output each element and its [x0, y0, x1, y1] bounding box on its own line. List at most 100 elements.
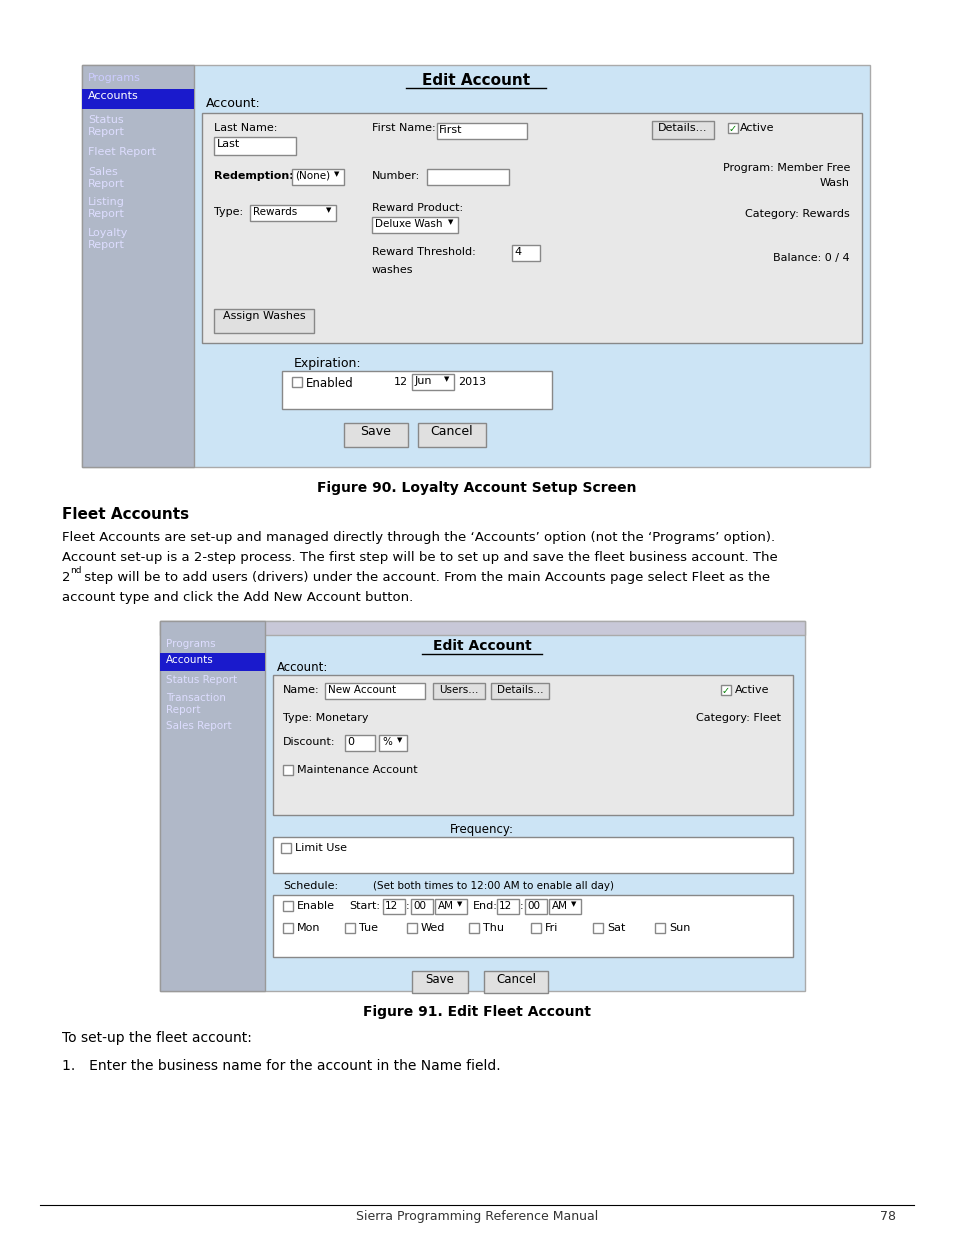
Text: Sun: Sun [668, 923, 690, 932]
Text: Status
Report: Status Report [88, 115, 125, 137]
Text: Sales
Report: Sales Report [88, 167, 125, 189]
Text: AM: AM [437, 902, 454, 911]
Bar [407, 923, 416, 932]
Text: Number:: Number: [372, 170, 420, 182]
Text: Figure 90. Loyalty Account Setup Screen: Figure 90. Loyalty Account Setup Screen [317, 480, 636, 495]
Bar [469, 923, 478, 932]
Bar [281, 844, 291, 853]
Text: AM: AM [552, 902, 567, 911]
Text: 0: 0 [347, 737, 354, 747]
Text: Figure 91. Edit Fleet Account: Figure 91. Edit Fleet Account [363, 1005, 590, 1019]
Text: Fri: Fri [544, 923, 558, 932]
Text: Expiration:: Expiration: [294, 357, 361, 370]
Text: Cancel: Cancel [430, 425, 473, 438]
Text: ▼: ▼ [571, 902, 576, 906]
Bar [282, 370, 552, 409]
Text: 2: 2 [62, 571, 71, 584]
Text: First Name:: First Name: [372, 124, 436, 133]
Text: Sierra Programming Reference Manual: Sierra Programming Reference Manual [355, 1210, 598, 1223]
Text: :: : [519, 902, 523, 911]
Bar [283, 923, 293, 932]
Bar [435, 899, 467, 914]
Bar [160, 621, 265, 990]
Text: Jun: Jun [415, 375, 432, 387]
Bar [273, 676, 792, 815]
Bar [378, 735, 407, 751]
Text: Edit Account: Edit Account [421, 73, 530, 88]
Text: Frequency:: Frequency: [450, 823, 514, 836]
Text: ▼: ▼ [456, 902, 462, 906]
Bar [372, 217, 457, 233]
Text: washes: washes [372, 266, 413, 275]
Text: 1. Enter the business name for the account in the Name field.: 1. Enter the business name for the accou… [62, 1058, 500, 1073]
Text: Reward Threshold:: Reward Threshold: [372, 247, 476, 257]
Bar [160, 621, 804, 990]
Text: ▼: ▼ [326, 207, 331, 212]
Text: Listing
Report: Listing Report [88, 198, 125, 219]
Bar [655, 923, 664, 932]
Bar [292, 169, 344, 185]
Text: ✓: ✓ [721, 685, 729, 697]
Bar [497, 899, 518, 914]
Text: Accounts: Accounts [88, 91, 138, 101]
Text: Reward Product:: Reward Product: [372, 203, 462, 212]
Text: account type and click the Add New Account button.: account type and click the Add New Accou… [62, 592, 413, 604]
Text: Discount:: Discount: [283, 737, 335, 747]
Text: ▼: ▼ [448, 219, 453, 225]
Text: Enabled: Enabled [306, 377, 354, 390]
Text: Name:: Name: [283, 685, 319, 695]
Bar [292, 377, 302, 387]
Text: New Account: New Account [328, 685, 395, 695]
Text: Maintenance Account: Maintenance Account [296, 764, 417, 776]
Bar [483, 971, 547, 993]
Text: Category: Fleet: Category: Fleet [696, 713, 781, 722]
Bar [512, 245, 539, 261]
Text: Cancel: Cancel [496, 973, 536, 986]
Bar [531, 923, 540, 932]
Text: Limit Use: Limit Use [294, 844, 347, 853]
Text: 12: 12 [385, 902, 397, 911]
Text: Last Name:: Last Name: [213, 124, 277, 133]
Bar [160, 653, 265, 671]
Text: End:: End: [473, 902, 497, 911]
Bar [651, 121, 713, 140]
Bar [436, 124, 526, 140]
Bar [273, 895, 792, 957]
Bar [412, 374, 454, 390]
Text: Save: Save [360, 425, 391, 438]
Text: Programs: Programs [166, 638, 215, 650]
Bar [250, 205, 335, 221]
Text: Redemption:: Redemption: [213, 170, 294, 182]
Text: 4: 4 [514, 247, 520, 257]
Bar [283, 902, 293, 911]
Text: (None): (None) [294, 170, 330, 182]
Text: Details...: Details... [658, 124, 707, 133]
Bar [345, 735, 375, 751]
Text: Sat: Sat [606, 923, 625, 932]
Bar [202, 112, 862, 343]
Text: Account set-up is a 2-step process. The first step will be to set up and save th: Account set-up is a 2-step process. The … [62, 551, 777, 564]
Bar [427, 169, 509, 185]
Bar [160, 621, 804, 635]
Text: Last: Last [216, 140, 240, 149]
Text: ▼: ▼ [396, 737, 402, 743]
Text: ▼: ▼ [443, 375, 449, 382]
Bar [433, 683, 484, 699]
Bar [213, 137, 295, 156]
Text: Status Report: Status Report [166, 676, 237, 685]
Text: Edit Account: Edit Account [432, 638, 531, 653]
Bar [727, 124, 738, 133]
Text: ▼: ▼ [334, 170, 339, 177]
Text: Transaction
Report: Transaction Report [166, 693, 226, 715]
Text: To set-up the fleet account:: To set-up the fleet account: [62, 1031, 252, 1045]
Text: ✓: ✓ [728, 124, 737, 135]
Bar [412, 971, 468, 993]
Text: 00: 00 [413, 902, 426, 911]
Bar [411, 899, 433, 914]
Text: Account:: Account: [206, 98, 260, 110]
Bar [382, 899, 405, 914]
Text: (Set both times to 12:00 AM to enable all day): (Set both times to 12:00 AM to enable al… [373, 881, 614, 890]
Bar [283, 764, 293, 776]
Text: Category: Rewards: Category: Rewards [744, 209, 849, 219]
Text: Thu: Thu [482, 923, 503, 932]
